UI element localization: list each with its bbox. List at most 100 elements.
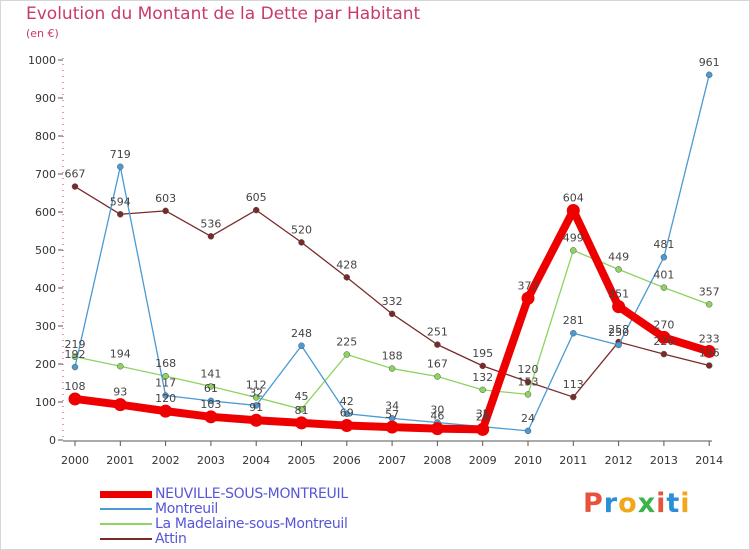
data-point (343, 410, 351, 418)
data-point (117, 211, 124, 218)
data-label: 28 (476, 410, 490, 423)
y-tick-label: 800 (35, 130, 56, 143)
data-label: 30 (430, 404, 444, 417)
y-tick-label: 1000 (28, 54, 56, 67)
x-tick-label: 2011 (559, 454, 587, 467)
data-label: 168 (155, 357, 176, 370)
data-label: 120 (155, 392, 176, 405)
data-point (479, 362, 486, 370)
x-tick-label: 2003 (197, 454, 225, 467)
data-label: 57 (385, 408, 399, 421)
data-label: 536 (200, 217, 221, 230)
data-point (388, 310, 396, 318)
legend-swatch (100, 490, 152, 498)
logo-letter: t (666, 488, 681, 519)
data-point (430, 422, 444, 436)
data-point (162, 392, 169, 399)
data-point (566, 203, 580, 217)
y-tick-label: 400 (35, 282, 56, 295)
data-point (207, 397, 215, 405)
data-point (113, 398, 127, 412)
data-point (117, 163, 124, 171)
data-label: 167 (427, 358, 448, 371)
data-label: 103 (200, 398, 221, 411)
data-label: 594 (110, 195, 131, 208)
x-tick-label: 2006 (333, 454, 361, 467)
data-label: 481 (653, 238, 674, 251)
data-label: 357 (699, 285, 720, 298)
legend-swatch (100, 538, 152, 540)
data-label: 196 (699, 347, 720, 360)
logo-letter: i (680, 488, 691, 519)
data-label: 93 (113, 386, 127, 399)
data-label: 603 (155, 192, 176, 205)
data-point (249, 413, 263, 427)
data-point (343, 274, 351, 281)
x-tick-label: 2000 (61, 454, 89, 467)
x-tick-label: 2009 (469, 454, 497, 467)
data-point (252, 206, 260, 214)
x-tick-label: 2005 (288, 454, 316, 467)
data-label: 120 (518, 363, 539, 376)
data-label: 251 (427, 326, 448, 339)
data-point (295, 416, 308, 430)
y-tick-label: 0 (49, 434, 56, 447)
y-tick-label: 200 (35, 358, 56, 371)
data-point (71, 183, 79, 190)
data-point (68, 392, 82, 406)
data-point (660, 284, 668, 291)
data-label: 42 (340, 395, 354, 408)
chart-subtitle: (en €) (26, 27, 59, 40)
data-label: 499 (563, 231, 584, 244)
data-point (207, 233, 215, 240)
data-point (476, 422, 490, 436)
y-tick-label: 700 (35, 168, 56, 181)
data-label: 194 (110, 347, 131, 360)
legend-label: La Madelaine-sous-Montreuil (155, 516, 348, 532)
data-label: 719 (110, 148, 131, 161)
x-tick-label: 2004 (242, 454, 270, 467)
legend-item-montreuil: Montreuil (100, 501, 218, 517)
data-label: 258 (608, 323, 629, 336)
y-tick-label: 100 (35, 396, 56, 409)
data-point (434, 341, 441, 348)
chart-title: Evolution du Montant de la Dette par Hab… (26, 4, 421, 24)
data-label: 428 (336, 258, 357, 271)
data-point (705, 71, 713, 79)
legend-label: NEUVILLE-SOUS-MONTREUIL (155, 486, 348, 502)
data-label: 373 (518, 279, 539, 292)
y-tick-label: 600 (35, 206, 56, 219)
data-label: 46 (430, 410, 444, 423)
data-label: 188 (382, 350, 403, 363)
logo-letter: r (603, 488, 619, 519)
proxiti-logo: Proxiti (583, 488, 691, 519)
data-point (117, 363, 124, 370)
data-label: 248 (291, 327, 312, 340)
data-point (524, 391, 532, 398)
data-label: 69 (340, 407, 354, 420)
x-tick-label: 2007 (378, 454, 406, 467)
y-tick-label: 300 (35, 320, 56, 333)
data-point (252, 394, 260, 401)
y-tick-label: 500 (35, 244, 56, 257)
data-label: 192 (65, 348, 86, 361)
data-label: 45 (295, 390, 309, 403)
data-label: 112 (246, 378, 267, 391)
legend-item-attin: Attin (100, 531, 187, 547)
data-point (298, 405, 305, 413)
data-label: 226 (653, 335, 674, 348)
data-label: 281 (563, 314, 584, 327)
data-point (705, 301, 713, 308)
logo-letter: P (583, 488, 604, 519)
x-tick-label: 2012 (605, 454, 633, 467)
data-point (434, 373, 441, 380)
logo-letter: x (637, 488, 657, 519)
data-point (479, 386, 486, 394)
data-point (252, 402, 260, 409)
data-point (702, 344, 716, 358)
data-label: 61 (204, 382, 218, 395)
data-label: 219 (65, 338, 86, 351)
data-label: 961 (699, 56, 720, 69)
data-label: 270 (653, 318, 674, 331)
data-point (388, 365, 396, 372)
